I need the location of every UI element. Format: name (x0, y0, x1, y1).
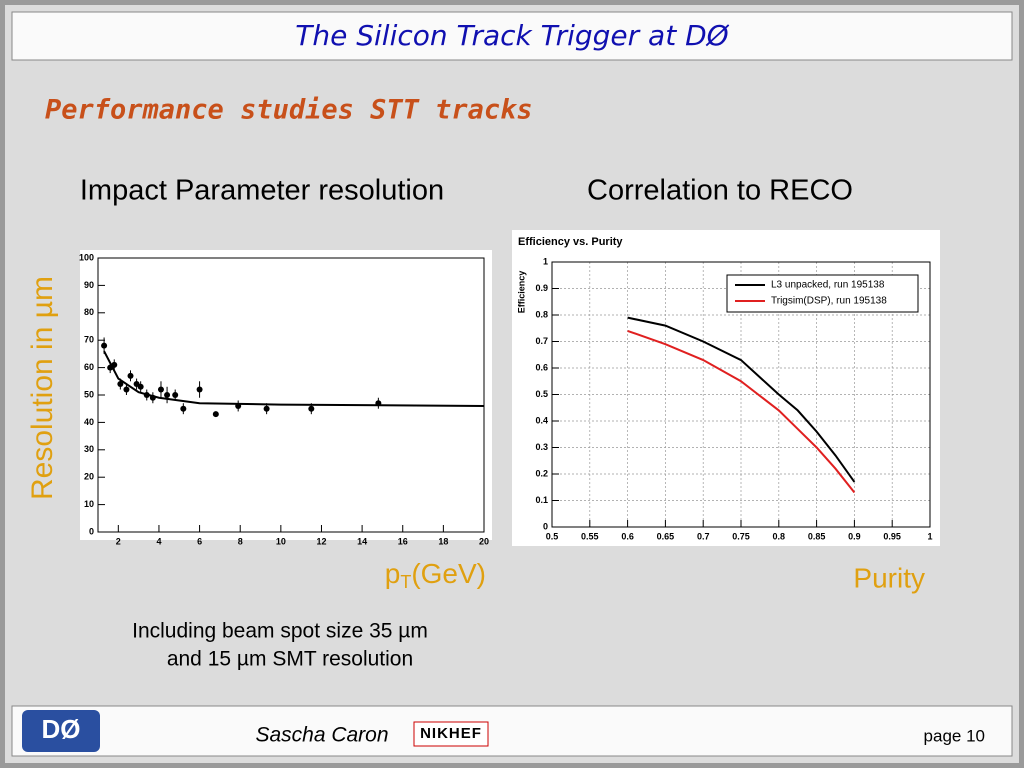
y-tick-label: 0.7 (535, 336, 548, 346)
x-label-part: (GeV) (411, 558, 486, 589)
y-tick-label: 0.2 (535, 468, 548, 478)
x-tick-label: 0.55 (581, 531, 599, 541)
data-point (117, 381, 124, 388)
legend-label: L3 unpacked, run 195138 (771, 280, 885, 291)
logo (22, 710, 100, 752)
plot-frame (97, 257, 485, 533)
x-tick-label: 0.85 (808, 531, 826, 541)
x-axis-title: Purity (853, 562, 925, 593)
x-tick-label: 12 (316, 536, 326, 546)
x-tick-label: 2 (116, 536, 121, 546)
x-tick-label: 8 (238, 536, 243, 546)
data-point (172, 392, 179, 398)
data-point (127, 372, 134, 379)
logo (413, 721, 489, 747)
y-tick-label: 0.8 (535, 309, 548, 319)
data-point (137, 383, 144, 390)
y-axis-title: Efficiency (516, 271, 526, 314)
x-tick-label: 6 (197, 536, 202, 546)
y-tick-label: 0.9 (535, 283, 548, 293)
line-series (627, 316, 856, 483)
data-point (196, 386, 203, 393)
data-point (308, 405, 315, 412)
y-tick-label: 0 (543, 521, 548, 531)
x-label-sub: T (400, 572, 411, 592)
y-tick-label: 0.6 (535, 362, 548, 372)
chart-title: Efficiency vs. Purity (518, 236, 623, 248)
y-tick-label: 1 (543, 256, 548, 266)
note: and 15 µm SMT resolution (167, 648, 413, 671)
data-point (235, 402, 242, 409)
data-point (180, 405, 187, 412)
y-tick-label: 70 (84, 335, 94, 345)
x-tick-label: 0.7 (697, 531, 710, 541)
x-axis-title: pT(GeV) (385, 558, 486, 591)
x-tick-label: 0.75 (732, 531, 750, 541)
logo-text: DØ (42, 714, 81, 744)
right-title: Correlation to RECO (587, 175, 853, 207)
legend-box (726, 274, 919, 313)
legend-label: Trigsim(DSP), run 195138 (771, 296, 887, 307)
data-point (149, 394, 156, 401)
x-tick-label: 0.6 (621, 531, 634, 541)
y-tick-label: 100 (79, 252, 94, 262)
plot-frame (551, 261, 931, 528)
page-number: page 10 (924, 726, 985, 745)
header-box (11, 11, 1013, 61)
y-tick-label: 30 (84, 444, 94, 454)
author: Sascha Caron (255, 724, 388, 747)
fit-curve (103, 350, 485, 407)
x-tick-label: 0.9 (848, 531, 861, 541)
data-point (101, 342, 108, 349)
data-point (123, 386, 130, 393)
data-point (111, 361, 118, 368)
y-axis-title: Resolution in µm (26, 276, 59, 500)
y-tick-label: 10 (84, 499, 94, 509)
y-tick-label: 0.3 (535, 442, 548, 452)
y-tick-label: 60 (84, 362, 94, 372)
header-title: The Silicon Track Trigger at DØ (295, 19, 729, 52)
y-tick-label: 0.1 (535, 495, 548, 505)
chart-panel (80, 250, 492, 540)
data-point (263, 405, 270, 412)
x-tick-label: 0.65 (657, 531, 675, 541)
footer-box (11, 705, 1013, 757)
y-tick-label: 0.5 (535, 389, 548, 399)
data-point (157, 386, 164, 393)
y-tick-label: 0 (89, 526, 94, 536)
section-heading: Performance studies STT tracks (45, 95, 533, 126)
data-point (212, 411, 219, 418)
x-tick-label: 1 (927, 531, 932, 541)
left-title: Impact Parameter resolution (80, 175, 444, 207)
data-point (375, 400, 382, 407)
x-tick-label: 20 (479, 536, 489, 546)
x-tick-label: 0.5 (546, 531, 559, 541)
y-tick-label: 40 (84, 417, 94, 427)
data-point (164, 392, 171, 398)
x-tick-label: 0.8 (773, 531, 786, 541)
x-label-part: p (385, 558, 401, 589)
logo-text: NIKHEF (420, 725, 482, 742)
x-tick-label: 14 (357, 536, 367, 546)
y-tick-label: 50 (84, 389, 94, 399)
x-tick-label: 10 (276, 536, 286, 546)
y-tick-label: 80 (84, 307, 94, 317)
x-tick-label: 0.95 (883, 531, 901, 541)
data-point (143, 392, 150, 398)
y-tick-label: 0.4 (535, 415, 548, 425)
x-tick-label: 4 (156, 536, 161, 546)
y-tick-label: 20 (84, 472, 94, 482)
line-series (627, 329, 856, 494)
x-tick-label: 16 (398, 536, 408, 546)
x-tick-label: 18 (438, 536, 448, 546)
note: Including beam spot size 35 µm (132, 620, 428, 643)
y-tick-label: 90 (84, 280, 94, 290)
